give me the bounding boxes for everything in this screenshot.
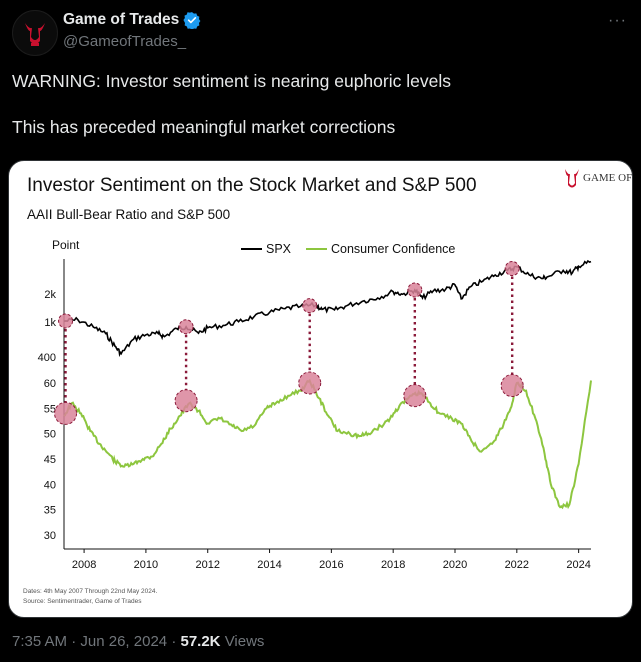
tweet-text: WARNING: Investor sentiment is nearing e… xyxy=(12,70,622,139)
y-tick-label: 60 xyxy=(44,378,56,390)
tweet-footer: 7:35 AM · Jun 26, 2024 · 57.2K Views xyxy=(12,633,264,650)
tweet-media-chart[interactable]: GAME OF TRADES Investor Sentiment on the… xyxy=(8,160,633,618)
x-tick-label: 2008 xyxy=(72,559,96,571)
highlight-circle-spx xyxy=(302,298,318,314)
y-tick-label: 1k xyxy=(44,317,56,329)
verified-badge-icon xyxy=(183,12,201,29)
highlight-circle-spx xyxy=(504,261,520,277)
bull-logo-icon xyxy=(565,169,579,188)
y-ticks-upper: 2k 1k 400 xyxy=(38,289,57,364)
legend-label-confidence: Consumer Confidence xyxy=(331,242,455,256)
author-name-text[interactable]: Game of Trades xyxy=(63,11,180,28)
chart-subtitle: AAII Bull-Bear Ratio and S&P 500 xyxy=(27,207,230,222)
y-tick-label: 2k xyxy=(44,289,56,301)
highlight-circle-confidence xyxy=(54,401,78,425)
views-count: 57.2K xyxy=(180,633,221,650)
y-tick-label: 30 xyxy=(44,530,56,542)
y-tick-label: 45 xyxy=(44,454,56,466)
highlight-circle-spx xyxy=(178,319,194,335)
series-line-confidence xyxy=(63,378,592,510)
y-tick-label: 400 xyxy=(38,352,56,364)
highlight-circle-confidence xyxy=(174,389,198,413)
highlight-circle-confidence xyxy=(403,384,427,408)
footnote-dates: Dates: 4th May 2007 Through 22nd May 202… xyxy=(23,588,157,595)
y-axis-label: Point xyxy=(52,238,80,252)
x-tick-label: 2016 xyxy=(319,559,343,571)
x-tick-label: 2022 xyxy=(505,559,529,571)
tweet-text-line: WARNING: Investor sentiment is nearing e… xyxy=(12,71,451,91)
chart-svg: GAME OF TRADES Investor Sentiment on the… xyxy=(23,169,632,605)
y-tick-label: 50 xyxy=(44,429,56,441)
x-ticks: 2008 2010 2012 2014 2016 2018 2020 2022 2024 xyxy=(72,549,591,571)
highlight-circles xyxy=(54,261,524,425)
author-handle[interactable]: @GameofTrades_ xyxy=(63,33,187,50)
tweet-text-line: This has preceded meaningful market corr… xyxy=(12,117,396,137)
chart-title: Investor Sentiment on the Stock Market a… xyxy=(27,175,477,196)
y-tick-label: 35 xyxy=(44,505,56,517)
separator: · xyxy=(71,633,77,650)
tweet-header: Game of Trades @GameofTrades_ ··· xyxy=(0,0,641,60)
highlight-circle-spx xyxy=(58,313,74,329)
tweet-date[interactable]: Jun 26, 2024 xyxy=(80,633,168,650)
ellipsis-icon[interactable]: ··· xyxy=(608,12,627,29)
logo-text: GAME OF TRADES xyxy=(583,172,632,184)
x-tick-label: 2014 xyxy=(257,559,281,571)
highlight-circle-spx xyxy=(407,282,423,298)
logo: GAME OF TRADES xyxy=(565,169,632,188)
highlight-circle-confidence xyxy=(500,374,524,398)
avatar[interactable] xyxy=(12,10,58,56)
tweet-time[interactable]: 7:35 AM xyxy=(12,633,68,650)
x-tick-label: 2024 xyxy=(566,559,590,571)
legend-label-spx: SPX xyxy=(266,242,292,256)
y-tick-label: 40 xyxy=(44,479,56,491)
author-name[interactable]: Game of Trades xyxy=(63,11,201,29)
views-label: Views xyxy=(224,633,265,650)
y-tick-label: 55 xyxy=(44,403,56,415)
highlight-circle-confidence xyxy=(298,371,322,395)
x-tick-label: 2018 xyxy=(381,559,405,571)
connectors xyxy=(64,276,514,403)
x-tick-label: 2010 xyxy=(134,559,158,571)
x-tick-label: 2012 xyxy=(195,559,219,571)
x-tick-label: 2020 xyxy=(443,559,467,571)
bull-logo-icon xyxy=(25,23,45,46)
separator: · xyxy=(171,633,177,650)
legend: SPX Consumer Confidence xyxy=(241,242,455,256)
y-ticks-lower: 60 55 50 45 40 35 30 xyxy=(44,378,56,542)
footnote-source: Source: Sentimentrader, Game of Trades xyxy=(23,598,142,605)
